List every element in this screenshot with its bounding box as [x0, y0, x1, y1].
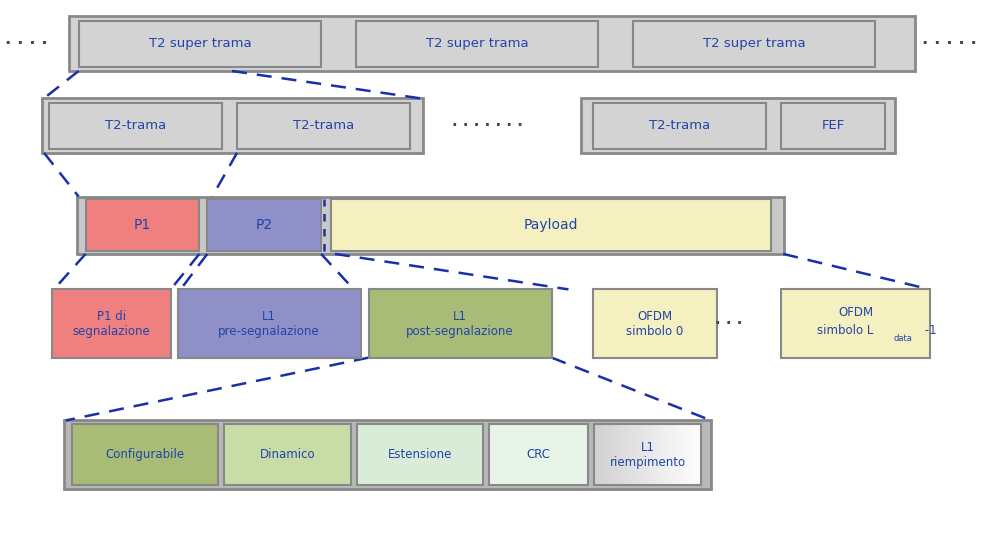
- Bar: [594, 424, 598, 485]
- Text: · · · · ·: · · · · ·: [922, 35, 977, 52]
- Bar: [622, 424, 627, 485]
- Bar: [644, 424, 648, 485]
- Text: Payload: Payload: [524, 218, 579, 232]
- Bar: [605, 424, 609, 485]
- Bar: [208, 199, 321, 251]
- Text: FEF: FEF: [822, 119, 845, 132]
- Text: -1: -1: [920, 324, 936, 336]
- Bar: [673, 424, 677, 485]
- Bar: [42, 98, 423, 153]
- Bar: [691, 424, 695, 485]
- Text: P1: P1: [134, 218, 151, 232]
- Bar: [615, 424, 619, 485]
- Bar: [651, 424, 655, 485]
- Text: L1
post-segnalazione: L1 post-segnalazione: [407, 310, 514, 337]
- Bar: [601, 424, 605, 485]
- Bar: [224, 424, 351, 485]
- Bar: [69, 16, 914, 71]
- Text: · · ·: · · ·: [715, 316, 743, 331]
- Bar: [637, 424, 641, 485]
- Bar: [356, 21, 598, 67]
- Bar: [680, 424, 684, 485]
- Bar: [52, 289, 171, 358]
- Text: T2-trama: T2-trama: [293, 119, 354, 132]
- Bar: [593, 103, 766, 149]
- Bar: [781, 103, 885, 149]
- Bar: [331, 199, 771, 251]
- Bar: [698, 424, 702, 485]
- Text: data: data: [893, 334, 911, 343]
- Bar: [178, 289, 361, 358]
- Text: T2 super trama: T2 super trama: [425, 37, 528, 50]
- Bar: [630, 424, 634, 485]
- Text: OFDM: OFDM: [838, 306, 873, 319]
- Text: T2 super trama: T2 super trama: [703, 37, 805, 50]
- Text: L1
riempimento: L1 riempimento: [609, 441, 686, 468]
- Text: P2: P2: [255, 218, 272, 232]
- Text: T2-trama: T2-trama: [649, 119, 711, 132]
- Bar: [49, 103, 222, 149]
- Text: OFDM
simbolo 0: OFDM simbolo 0: [626, 310, 684, 337]
- Text: CRC: CRC: [527, 448, 551, 461]
- Text: Configurabile: Configurabile: [105, 448, 185, 461]
- Bar: [676, 424, 680, 485]
- Bar: [640, 424, 644, 485]
- Text: Dinamico: Dinamico: [259, 448, 315, 461]
- Bar: [608, 424, 612, 485]
- Bar: [633, 424, 637, 485]
- Bar: [781, 289, 929, 358]
- Bar: [85, 199, 200, 251]
- Text: · · · · · · ·: · · · · · · ·: [452, 118, 523, 133]
- Bar: [593, 289, 717, 358]
- Bar: [669, 424, 673, 485]
- Bar: [357, 424, 483, 485]
- Bar: [597, 424, 601, 485]
- Text: · · · ·: · · · ·: [5, 35, 48, 52]
- Text: T2-trama: T2-trama: [105, 119, 166, 132]
- Bar: [662, 424, 666, 485]
- Bar: [626, 424, 630, 485]
- Text: P1 di
segnalazione: P1 di segnalazione: [73, 310, 150, 337]
- Bar: [694, 424, 698, 485]
- Bar: [79, 21, 321, 67]
- Bar: [77, 197, 784, 254]
- Bar: [581, 98, 895, 153]
- Bar: [237, 103, 411, 149]
- Bar: [683, 424, 687, 485]
- Bar: [648, 424, 652, 485]
- Text: Estensione: Estensione: [388, 448, 452, 461]
- Bar: [655, 424, 659, 485]
- Bar: [687, 424, 691, 485]
- Bar: [594, 424, 701, 485]
- Bar: [633, 21, 876, 67]
- Bar: [658, 424, 662, 485]
- Bar: [72, 424, 218, 485]
- Bar: [665, 424, 670, 485]
- Bar: [619, 424, 623, 485]
- Bar: [489, 424, 588, 485]
- Bar: [369, 289, 552, 358]
- Bar: [612, 424, 616, 485]
- Text: T2 super trama: T2 super trama: [148, 37, 251, 50]
- Bar: [64, 420, 711, 489]
- Text: L1
pre-segnalazione: L1 pre-segnalazione: [219, 310, 320, 337]
- Text: simbolo L: simbolo L: [817, 324, 874, 336]
